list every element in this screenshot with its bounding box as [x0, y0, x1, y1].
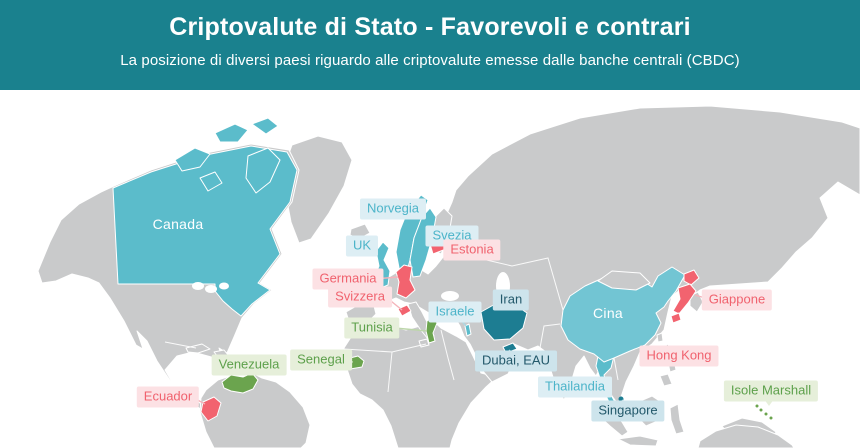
country-marshall-islands-2 — [759, 408, 763, 412]
island-taiwan — [656, 332, 664, 343]
header-banner: Criptovalute di Stato - Favorevoli e con… — [0, 0, 860, 90]
great-lakes-3 — [219, 282, 229, 290]
border-west-africa — [387, 351, 393, 393]
border-indochina — [613, 357, 619, 381]
label-venezuela: Venezuela — [211, 354, 287, 376]
page-subtitle: La posizione di diversi paesi riguardo a… — [120, 52, 740, 69]
country-israel — [464, 323, 472, 337]
connector-tunisia — [394, 327, 428, 332]
country-japan-hokkaido — [683, 269, 700, 286]
country-canada-arctic-1 — [174, 147, 211, 172]
island-sulawesi — [669, 403, 685, 435]
country-canada-arctic-3 — [251, 117, 279, 135]
page-title: Criptovalute di Stato - Favorevoli e con… — [169, 13, 691, 41]
label-iran: Iran — [492, 289, 530, 311]
label-dubai-eau: Dubai, EAU — [475, 350, 557, 372]
label-norvegia: Norvegia — [359, 198, 427, 220]
world-map — [37, 105, 860, 448]
label-israele: Israele — [428, 301, 482, 323]
label-singapore: Singapore — [591, 400, 665, 422]
border-us-mexico — [164, 341, 197, 349]
label-ecuador: Ecuador — [136, 386, 200, 408]
island-cuba — [185, 343, 211, 354]
country-canada-arctic-4 — [245, 147, 281, 194]
label-tunisia: Tunisia — [344, 317, 400, 339]
country-switzerland — [397, 304, 412, 317]
border-northeast-africa — [440, 329, 455, 381]
island-philippines-3 — [659, 373, 673, 387]
country-canada-arctic-2 — [214, 123, 249, 143]
country-japan-kyushu — [670, 312, 682, 324]
island-java — [617, 435, 659, 447]
label-hong-kong: Hong Kong — [639, 345, 719, 367]
country-japan-honshu — [672, 283, 697, 315]
landmass-australia — [697, 424, 795, 448]
country-venezuela — [221, 372, 259, 394]
label-cina: Cina — [593, 304, 623, 321]
label-uk: UK — [345, 235, 379, 257]
country-marshall-islands-3 — [764, 412, 768, 416]
label-svizzera: Svizzera — [328, 286, 392, 308]
border-india-west — [539, 323, 561, 349]
label-giappone: Giappone — [701, 289, 773, 311]
country-marshall-islands-1 — [755, 404, 759, 408]
great-lakes-2 — [205, 285, 217, 293]
label-senegal: Senegal — [290, 349, 352, 371]
country-marshall-islands-4 — [769, 416, 773, 420]
great-lakes-1 — [192, 282, 204, 290]
country-ecuador — [200, 396, 222, 422]
label-isole-marshall: Isole Marshall — [723, 380, 819, 402]
landmass-mongolia — [597, 270, 651, 291]
label-germania: Germania — [312, 268, 384, 290]
label-estonia: Estonia — [443, 239, 501, 261]
country-canada-arctic-5 — [199, 171, 223, 192]
label-canada: Canada — [152, 215, 204, 232]
world-map-container: Canada Norvegia Svezia UK Estonia German… — [0, 90, 860, 448]
black-sea — [441, 291, 459, 301]
country-germany — [395, 264, 416, 299]
label-thailandia: Thailandia — [538, 376, 612, 398]
